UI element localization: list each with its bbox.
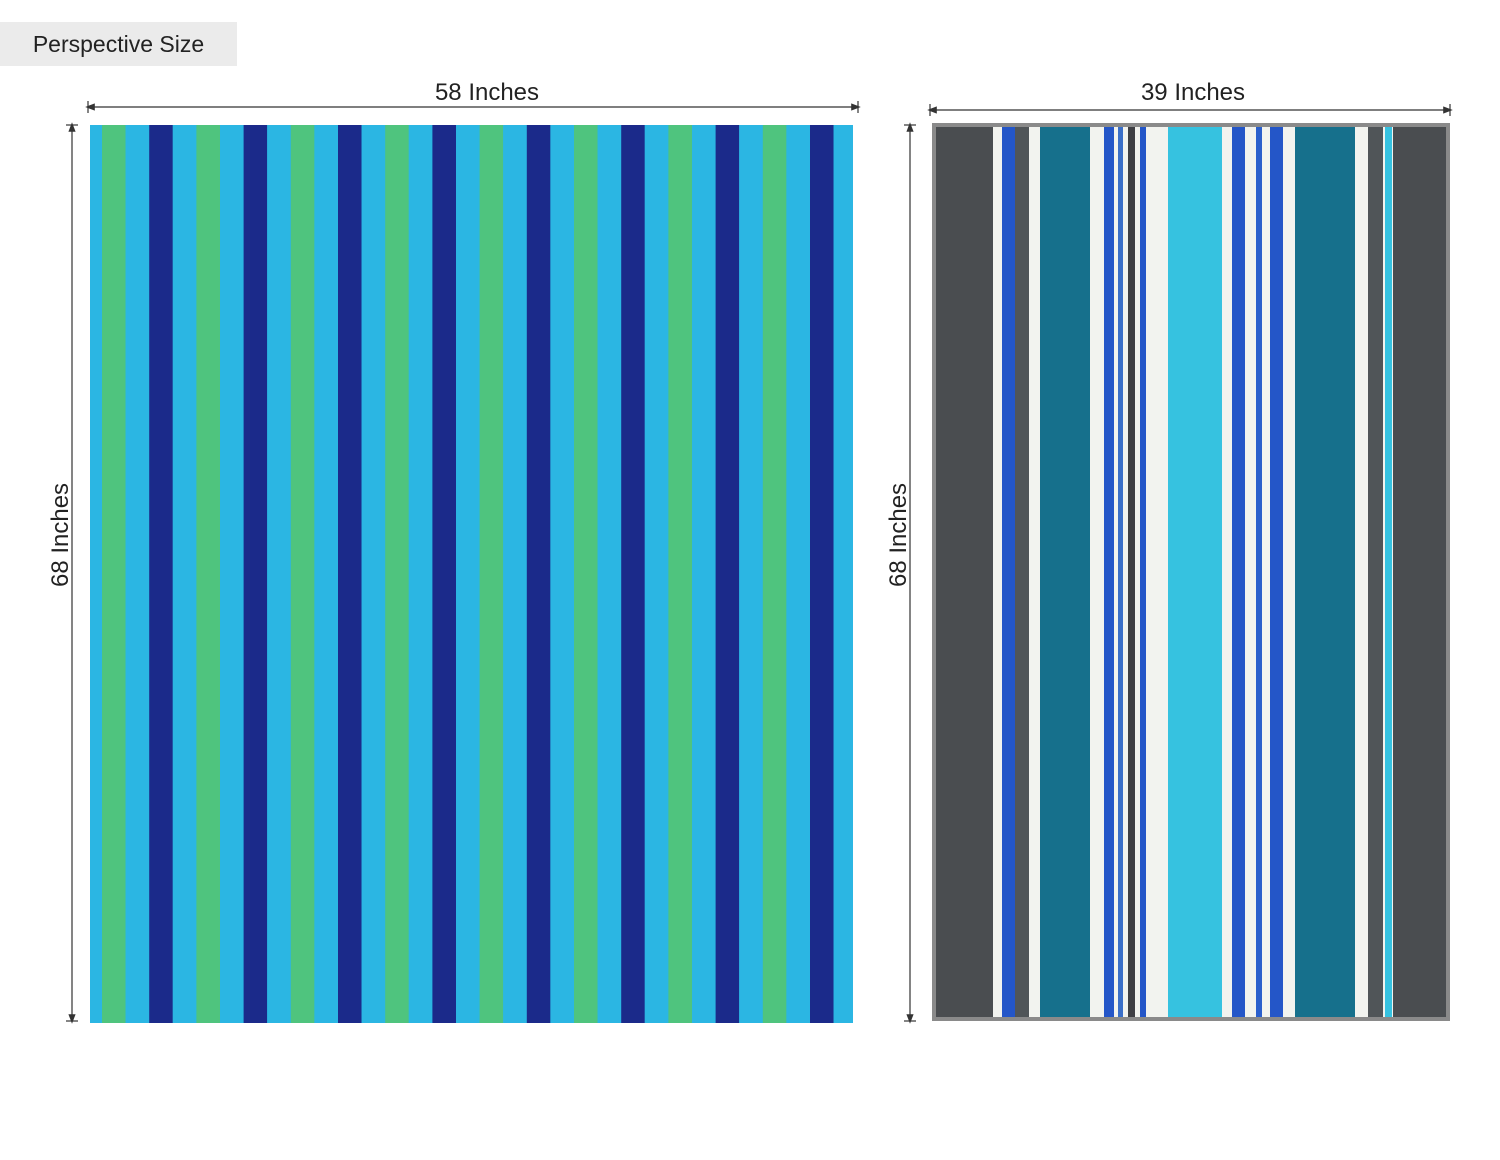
stripe bbox=[786, 125, 810, 1023]
stripe bbox=[550, 125, 574, 1023]
stripe bbox=[1168, 127, 1222, 1017]
stripe bbox=[479, 125, 504, 1023]
height-label: 68 Inches bbox=[885, 483, 912, 587]
stripe bbox=[715, 125, 740, 1023]
stripe bbox=[1232, 127, 1245, 1017]
stripe bbox=[314, 125, 338, 1023]
stripe bbox=[456, 125, 480, 1023]
stripe bbox=[644, 125, 669, 1023]
stripe bbox=[1270, 127, 1283, 1017]
stripe bbox=[503, 125, 527, 1023]
stripe bbox=[1002, 127, 1015, 1017]
height-label: 68 Inches bbox=[47, 483, 74, 587]
stripe bbox=[102, 125, 126, 1023]
stripe bbox=[1256, 127, 1262, 1017]
stripe bbox=[149, 125, 173, 1023]
stripe bbox=[243, 125, 268, 1023]
stripe bbox=[338, 125, 362, 1023]
stripe bbox=[1040, 127, 1090, 1017]
stripe bbox=[1015, 127, 1029, 1017]
stripe bbox=[432, 125, 456, 1023]
stripe bbox=[172, 125, 197, 1023]
stripe bbox=[220, 125, 244, 1023]
stripe bbox=[1118, 127, 1123, 1017]
towel-narrow bbox=[932, 123, 1450, 1021]
stripe bbox=[810, 125, 834, 1023]
stripe bbox=[290, 125, 315, 1023]
stripe bbox=[526, 125, 551, 1023]
stripe bbox=[833, 125, 853, 1023]
towel-wide bbox=[90, 125, 853, 1023]
stripe bbox=[1393, 127, 1446, 1017]
stripe bbox=[267, 125, 291, 1023]
stripe bbox=[385, 125, 409, 1023]
stripe bbox=[574, 125, 598, 1023]
stripe bbox=[361, 125, 386, 1023]
stripe bbox=[1128, 127, 1135, 1017]
stripe bbox=[1385, 127, 1392, 1017]
stripe bbox=[1368, 127, 1383, 1017]
stripe bbox=[739, 125, 763, 1023]
width-label: 39 Inches bbox=[1141, 79, 1245, 106]
stripe bbox=[668, 125, 692, 1023]
stripe bbox=[621, 125, 645, 1023]
stripe bbox=[1295, 127, 1355, 1017]
stripe bbox=[597, 125, 622, 1023]
width-label: 58 Inches bbox=[435, 79, 539, 106]
stripe bbox=[762, 125, 787, 1023]
stripe bbox=[408, 125, 433, 1023]
stripe bbox=[196, 125, 220, 1023]
stripe bbox=[1104, 127, 1114, 1017]
stripe bbox=[1140, 127, 1146, 1017]
stripe bbox=[936, 127, 993, 1017]
stripe bbox=[692, 125, 716, 1023]
header-tag: Perspective Size bbox=[0, 22, 237, 66]
stripe bbox=[125, 125, 150, 1023]
